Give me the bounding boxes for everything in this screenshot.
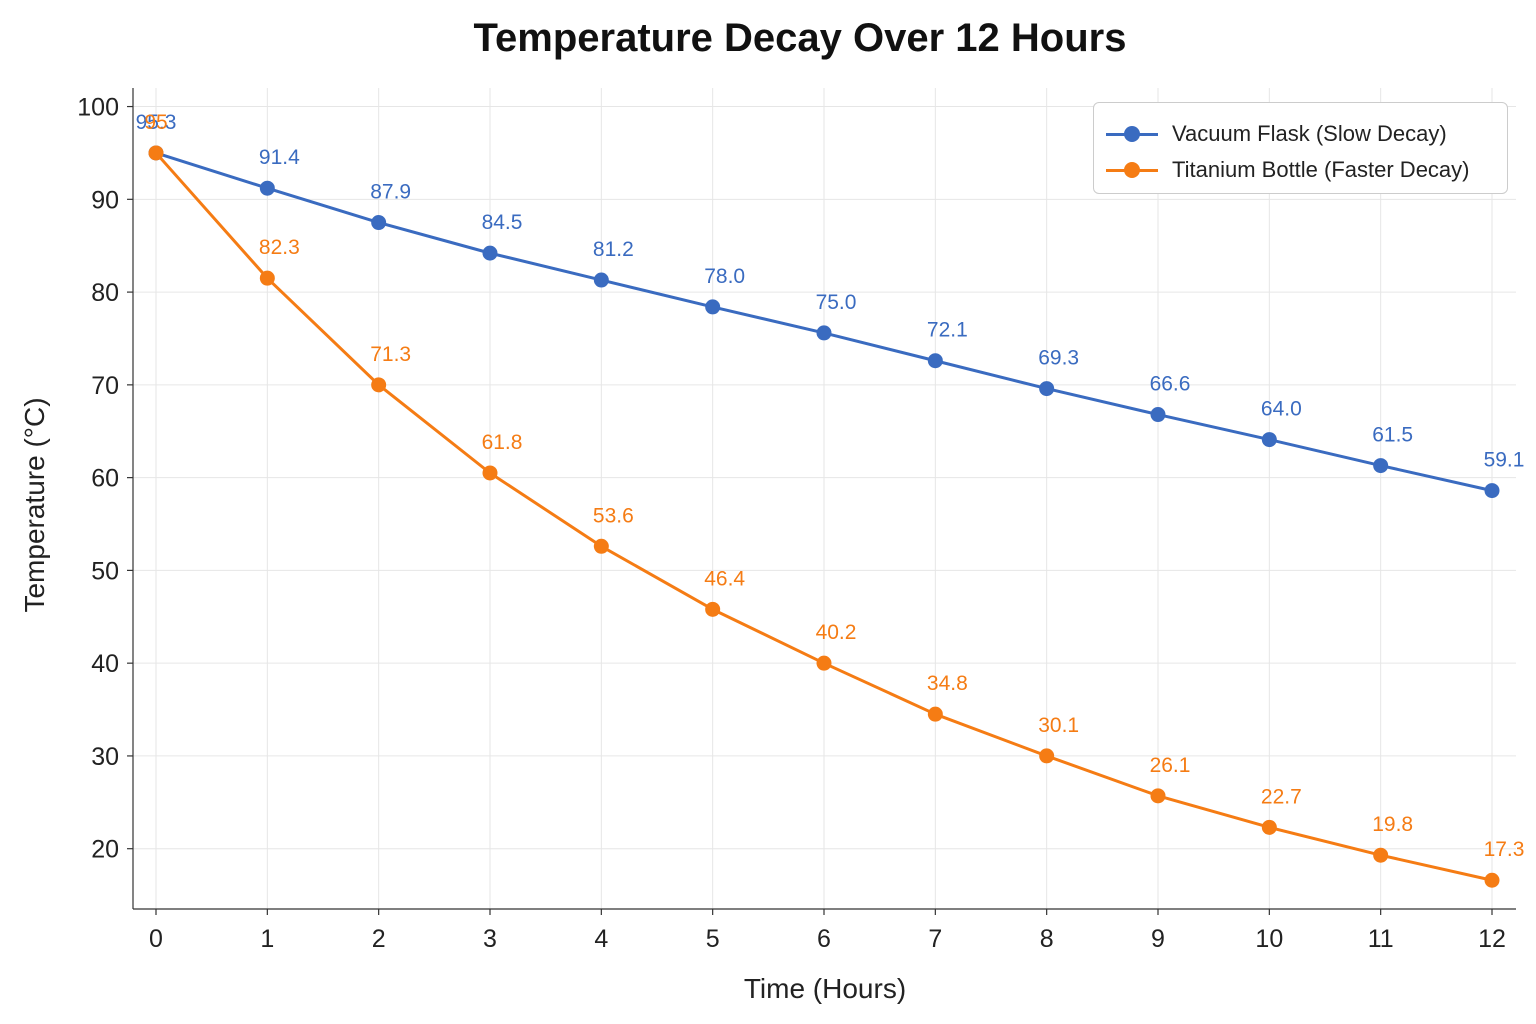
y-tick-label: 30 [91, 743, 119, 771]
y-tick-label: 90 [91, 186, 119, 214]
legend-label-vacuum-flask: Vacuum Flask (Slow Decay) [1172, 121, 1447, 146]
data-point-titanium-bottle [816, 655, 832, 671]
x-tick-label: 9 [1151, 925, 1165, 953]
y-tick-label: 60 [91, 465, 119, 493]
x-tick-label: 1 [260, 925, 274, 953]
legend: Vacuum Flask (Slow Decay) Titanium Bottl… [1093, 102, 1508, 194]
data-label-titanium-bottle: 30.1 [1038, 714, 1079, 737]
x-tick-label: 2 [372, 925, 386, 953]
series-vacuum-flask: 95.3 91.4 87.9 84.5 81.2 78.0 75.0 72.1 69.3 66.6… [136, 111, 1525, 499]
data-point-vacuum-flask [1039, 381, 1055, 397]
x-tick-label: 12 [1478, 925, 1506, 953]
data-point-titanium-bottle [1373, 847, 1389, 863]
data-point-vacuum-flask [1261, 432, 1277, 448]
data-point-titanium-bottle [1261, 819, 1277, 835]
data-label-titanium-bottle: 82.3 [259, 236, 300, 259]
data-point-vacuum-flask [593, 272, 609, 288]
x-tick-label: 5 [706, 925, 720, 953]
data-label-vacuum-flask: 95.3 [136, 111, 177, 134]
data-point-titanium-bottle [259, 270, 275, 286]
x-tick-label: 3 [483, 925, 497, 953]
series: 95.3 91.4 87.9 84.5 81.2 78.0 75.0 72.1 69.3 66.6… [136, 111, 1525, 888]
y-tick-label: 80 [91, 279, 119, 307]
data-label-vacuum-flask: 64.0 [1261, 398, 1302, 421]
data-label-vacuum-flask: 59.1 [1484, 449, 1525, 472]
data-point-titanium-bottle [1484, 872, 1500, 888]
data-label-vacuum-flask: 61.5 [1372, 424, 1413, 447]
x-tick-label: 11 [1368, 925, 1394, 953]
data-point-vacuum-flask [816, 325, 832, 341]
data-label-titanium-bottle: 46.4 [704, 567, 745, 590]
data-label-titanium-bottle: 71.3 [370, 343, 411, 366]
y-tick-label: 40 [91, 650, 119, 678]
data-label-vacuum-flask: 66.6 [1150, 373, 1191, 396]
x-tick-label: 7 [928, 925, 942, 953]
data-point-titanium-bottle [1039, 748, 1055, 764]
data-point-vacuum-flask [1484, 483, 1500, 499]
data-point-vacuum-flask [927, 353, 943, 369]
legend-swatch-titanium-bottle [1106, 155, 1158, 185]
data-point-vacuum-flask [482, 245, 498, 261]
data-label-titanium-bottle: 22.7 [1261, 785, 1302, 808]
x-tick-label: 4 [594, 925, 608, 953]
data-point-vacuum-flask [371, 215, 387, 231]
data-label-titanium-bottle: 95 [144, 111, 167, 134]
legend-item-titanium-bottle: Titanium Bottle (Faster Decay) [1106, 155, 1470, 185]
y-tick-label: 20 [91, 836, 119, 864]
data-point-vacuum-flask [705, 299, 721, 315]
y-tick-label: 50 [91, 557, 119, 585]
data-label-vacuum-flask: 87.9 [370, 181, 411, 204]
x-tick-label: 6 [817, 925, 831, 953]
data-label-titanium-bottle: 53.6 [593, 504, 634, 527]
y-tick-label: 100 [77, 94, 119, 122]
data-label-titanium-bottle: 34.8 [927, 672, 968, 695]
data-point-vacuum-flask [1150, 407, 1166, 423]
data-label-vacuum-flask: 78.0 [704, 265, 745, 288]
data-point-titanium-bottle [371, 377, 387, 393]
data-label-vacuum-flask: 72.1 [927, 319, 968, 342]
legend-item-vacuum-flask: Vacuum Flask (Slow Decay) [1106, 119, 1447, 149]
data-label-titanium-bottle: 19.8 [1372, 813, 1413, 836]
data-point-titanium-bottle [148, 145, 164, 161]
x-tick-label: 10 [1255, 925, 1283, 953]
data-point-titanium-bottle [482, 465, 498, 481]
chart-title: Temperature Decay Over 12 Hours [473, 16, 1127, 60]
x-tick-label: 8 [1040, 925, 1054, 953]
data-point-vacuum-flask [1373, 458, 1389, 474]
data-label-titanium-bottle: 17.3 [1484, 838, 1525, 861]
legend-label-titanium-bottle: Titanium Bottle (Faster Decay) [1172, 157, 1470, 182]
y-axis-title: Temperature (°C) [19, 397, 50, 612]
data-point-titanium-bottle [927, 706, 943, 722]
data-label-vacuum-flask: 84.5 [482, 211, 523, 234]
data-label-titanium-bottle: 26.1 [1150, 754, 1191, 777]
data-label-vacuum-flask: 91.4 [259, 146, 300, 169]
data-label-titanium-bottle: 61.8 [482, 431, 523, 454]
x-tick-label: 0 [149, 925, 163, 953]
data-label-vacuum-flask: 69.3 [1038, 347, 1079, 370]
series-titanium-bottle: 95 82.3 71.3 61.8 53.6 46.4 40.2 34.8 30.1 26.1 22… [144, 111, 1524, 888]
data-label-vacuum-flask: 81.2 [593, 238, 634, 261]
data-point-titanium-bottle [1150, 788, 1166, 804]
legend-swatch-vacuum-flask [1106, 119, 1158, 149]
data-label-vacuum-flask: 75.0 [816, 291, 857, 314]
y-tick-label: 70 [91, 372, 119, 400]
x-axis-title: Time (Hours) [744, 973, 906, 1004]
data-point-titanium-bottle [593, 538, 609, 554]
data-point-titanium-bottle [705, 601, 721, 617]
data-label-titanium-bottle: 40.2 [816, 621, 857, 644]
data-point-vacuum-flask [259, 180, 275, 196]
